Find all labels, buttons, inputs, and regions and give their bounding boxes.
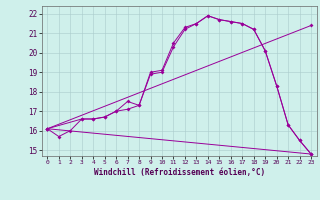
X-axis label: Windchill (Refroidissement éolien,°C): Windchill (Refroidissement éolien,°C) [94,168,265,177]
